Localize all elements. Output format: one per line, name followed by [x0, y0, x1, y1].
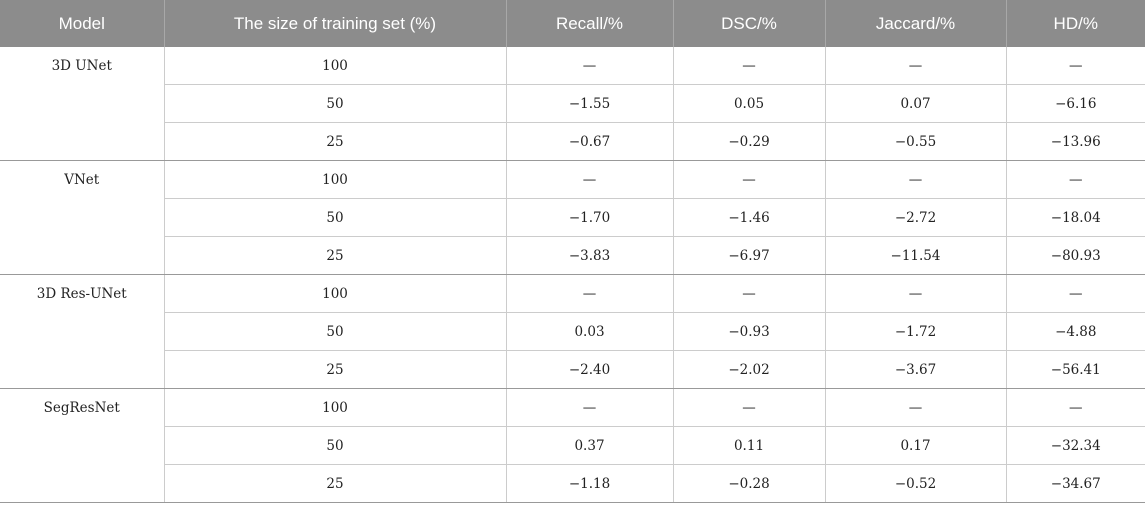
training-set-size-cell: 100 — [164, 160, 507, 199]
hd-cell: −80.93 — [1006, 236, 1145, 275]
hd-cell: −18.04 — [1006, 198, 1145, 237]
training-set-size-cell: 25 — [164, 350, 507, 389]
hd-cell: — — [1006, 47, 1145, 85]
training-set-size-cell: 50 — [164, 84, 507, 123]
table-row: 25 −0.67 −0.29 −0.55 −13.96 — [0, 122, 1145, 161]
dsc-cell: −6.97 — [673, 236, 826, 275]
dsc-cell: — — [673, 388, 826, 427]
dsc-cell: −2.02 — [673, 350, 826, 389]
dsc-cell: −0.28 — [673, 464, 826, 503]
jaccard-cell: −11.54 — [825, 236, 1007, 275]
jaccard-cell: — — [825, 47, 1007, 85]
jaccard-cell: — — [825, 274, 1007, 313]
model-cell: VNet — [0, 160, 165, 275]
training-set-size-cell: 50 — [164, 426, 507, 465]
recall-cell: −3.83 — [506, 236, 674, 275]
header-row: Model The size of training set (%) Recal… — [0, 0, 1145, 47]
jaccard-cell: −0.52 — [825, 464, 1007, 503]
training-set-size-cell: 25 — [164, 236, 507, 275]
recall-cell: 0.03 — [506, 312, 674, 351]
hd-cell: −32.34 — [1006, 426, 1145, 465]
hd-cell: — — [1006, 274, 1145, 313]
table-body: 3D UNet 100— — — —50 −1.55 0.05 0.07 −6.16 25 −0.6… — [0, 47, 1145, 503]
recall-cell: — — [506, 388, 674, 427]
recall-cell: −2.40 — [506, 350, 674, 389]
training-set-size-cell: 100 — [164, 47, 507, 85]
hd-cell: −13.96 — [1006, 122, 1145, 161]
training-set-size-cell: 25 — [164, 122, 507, 161]
header-model: Model — [0, 0, 165, 47]
jaccard-cell: 0.17 — [825, 426, 1007, 465]
model-cell: 3D Res-UNet — [0, 274, 165, 389]
header-jaccard: Jaccard/% — [825, 0, 1007, 47]
recall-cell: −1.70 — [506, 198, 674, 237]
recall-cell: −0.67 — [506, 122, 674, 161]
hd-cell: −56.41 — [1006, 350, 1145, 389]
table-row: 50 0.03 −0.93 −1.72 −4.88 — [0, 312, 1145, 351]
recall-cell: −1.18 — [506, 464, 674, 503]
table-row: 50 0.37 0.11 0.17 −32.34 — [0, 426, 1145, 465]
jaccard-cell: 0.07 — [825, 84, 1007, 123]
hd-cell: — — [1006, 160, 1145, 199]
header-recall: Recall/% — [506, 0, 674, 47]
dsc-cell: — — [673, 47, 826, 85]
table-row: 25 −2.40 −2.02 −3.67 −56.41 — [0, 350, 1145, 389]
hd-cell: −34.67 — [1006, 464, 1145, 503]
dsc-cell: — — [673, 160, 826, 199]
header-training-set-size: The size of training set (%) — [164, 0, 507, 47]
table-row: 25 −1.18 −0.28 −0.52 −34.67 — [0, 464, 1145, 503]
recall-cell: −1.55 — [506, 84, 674, 123]
table-header: Model The size of training set (%) Recal… — [0, 0, 1145, 47]
table-row: 25 −3.83 −6.97 −11.54 −80.93 — [0, 236, 1145, 275]
table-row: 3D Res-UNet 100— — — — — [0, 274, 1145, 389]
training-set-size-cell: 100 — [164, 388, 507, 427]
dsc-cell: −0.29 — [673, 122, 826, 161]
dsc-cell: −1.46 — [673, 198, 826, 237]
dsc-cell: — — [673, 274, 826, 313]
recall-cell: — — [506, 160, 674, 199]
recall-cell: — — [506, 47, 674, 85]
jaccard-cell: — — [825, 160, 1007, 199]
hd-cell: −4.88 — [1006, 312, 1145, 351]
jaccard-cell: −2.72 — [825, 198, 1007, 237]
dsc-cell: 0.05 — [673, 84, 826, 123]
jaccard-cell: — — [825, 388, 1007, 427]
jaccard-cell: −1.72 — [825, 312, 1007, 351]
table-row: SegResNet 100— — — — — [0, 388, 1145, 503]
table-row: 50 −1.55 0.05 0.07 −6.16 — [0, 84, 1145, 123]
training-set-size-cell: 25 — [164, 464, 507, 503]
recall-cell: 0.37 — [506, 426, 674, 465]
table-row: 3D UNet 100— — — — — [0, 47, 1145, 161]
training-set-size-cell: 50 — [164, 312, 507, 351]
dsc-cell: −0.93 — [673, 312, 826, 351]
hd-cell: −6.16 — [1006, 84, 1145, 123]
table-row: 50 −1.70 −1.46 −2.72 −18.04 — [0, 198, 1145, 237]
dsc-cell: 0.11 — [673, 426, 826, 465]
jaccard-cell: −0.55 — [825, 122, 1007, 161]
header-hd: HD/% — [1006, 0, 1145, 47]
model-cell: SegResNet — [0, 388, 165, 503]
model-cell: 3D UNet — [0, 47, 165, 161]
recall-cell: — — [506, 274, 674, 313]
header-dsc: DSC/% — [673, 0, 826, 47]
jaccard-cell: −3.67 — [825, 350, 1007, 389]
table-row: VNet 100— — — — — [0, 160, 1145, 275]
training-set-size-cell: 50 — [164, 198, 507, 237]
hd-cell: — — [1006, 388, 1145, 427]
training-set-size-cell: 100 — [164, 274, 507, 313]
